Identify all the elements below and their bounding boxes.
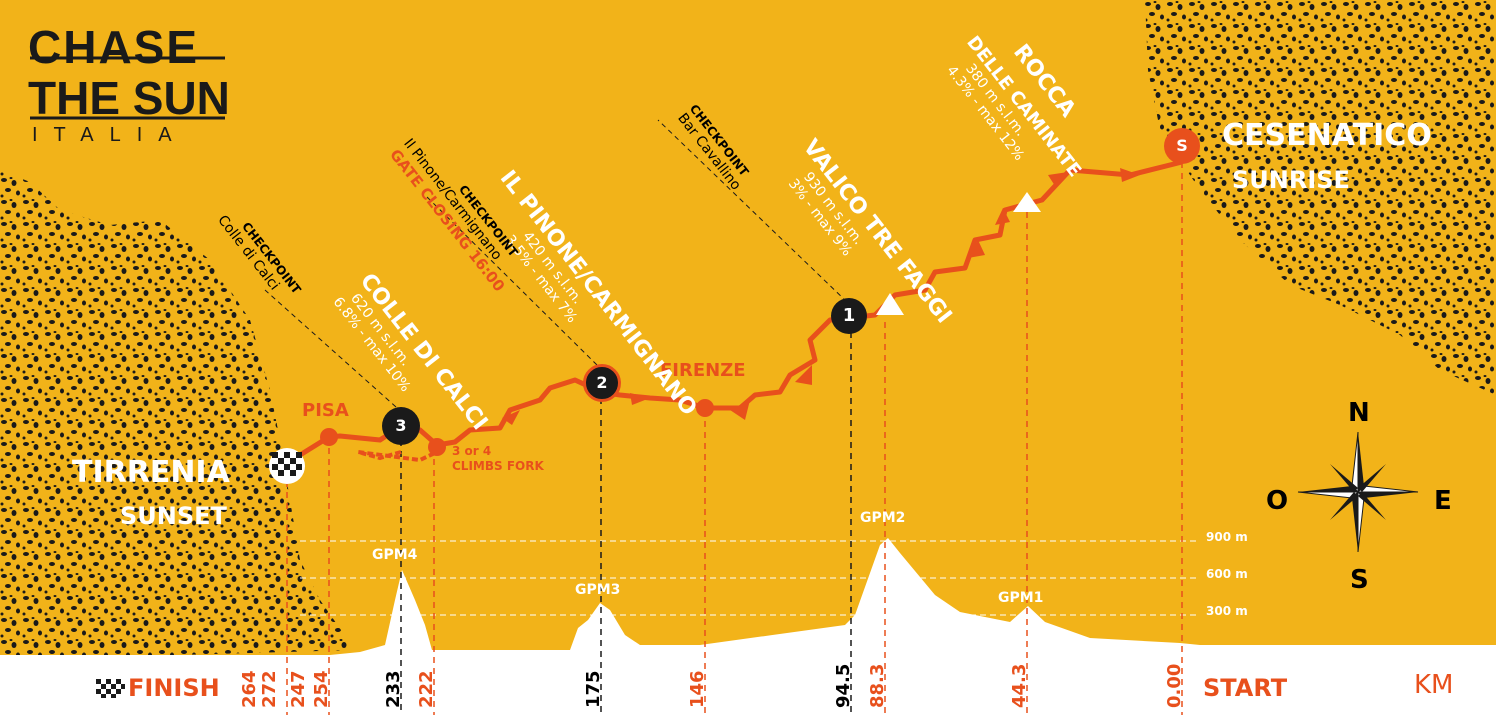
km-88-3: 88.3 (867, 663, 888, 708)
km-146: 146 (687, 670, 708, 708)
km-44-3: 44.3 (1009, 663, 1030, 708)
logo-line-1: CHASE (28, 21, 200, 73)
km-0-00: 0.00 (1164, 663, 1185, 708)
km-94-5: 94.5 (833, 663, 854, 708)
gpm2-label: GPM2 (860, 510, 906, 526)
km-254: 254 (311, 670, 332, 708)
east-coast-texture (1145, 0, 1496, 395)
compass-s: S (1350, 565, 1369, 595)
finish-subtitle: SUNSET (120, 502, 227, 530)
finish-city: TIRRENIA (72, 455, 230, 490)
gpm4-label: GPM4 (372, 547, 418, 563)
start-city: CESENATICO (1222, 118, 1432, 153)
compass-e: E (1434, 486, 1452, 516)
checkpoint-3-badge: 3 (382, 407, 420, 445)
logo-line-2: THE SUN (28, 72, 230, 124)
start-axis-label: START (1203, 674, 1288, 702)
elev-900: 900 m (1206, 530, 1248, 544)
alt-route (357, 450, 438, 463)
fork-line-1: 3 or 4 (452, 444, 492, 458)
elev-300: 300 m (1206, 604, 1248, 618)
logo-graphic (30, 56, 225, 120)
finish-flag-marker (269, 448, 305, 484)
km-233: 233 (383, 670, 404, 708)
firenze-label: FIRENZE (660, 360, 746, 381)
gpm1-label: GPM1 (998, 590, 1044, 606)
start-subtitle: SUNRISE (1232, 166, 1350, 194)
start-marker: S (1164, 128, 1200, 164)
km-222: 222 (416, 670, 437, 708)
checkpoint-2-badge: 2 (583, 364, 621, 402)
logo: CHASE THE SUN ITALIA (28, 22, 230, 147)
summit-triangle-2 (876, 293, 904, 315)
km-264: 264 (239, 670, 260, 708)
summit-triangle-1 (1013, 192, 1041, 212)
climbs-fork-label: 3 or 4 CLIMBS FORK (452, 444, 544, 474)
km-unit-label: KM (1414, 670, 1454, 700)
finish-axis-label: FINISH (128, 674, 220, 702)
checkpoint-1-badge: 1 (831, 298, 867, 334)
compass-rose (1297, 431, 1419, 553)
elev-600: 600 m (1206, 567, 1248, 581)
km-247: 247 (288, 670, 309, 708)
gpm3-label: GPM3 (575, 582, 621, 598)
west-coast-texture (0, 170, 355, 660)
finish-flag-icon (96, 679, 125, 698)
elevation-profile (0, 538, 1496, 715)
compass-w: O (1266, 486, 1289, 516)
compass-n: N (1348, 398, 1370, 428)
km-175: 175 (583, 670, 604, 708)
km-272: 272 (259, 670, 280, 708)
fork-line-2: CLIMBS FORK (452, 459, 544, 473)
pisa-label: PISA (302, 400, 349, 421)
logo-line-3: ITALIA (32, 124, 188, 146)
